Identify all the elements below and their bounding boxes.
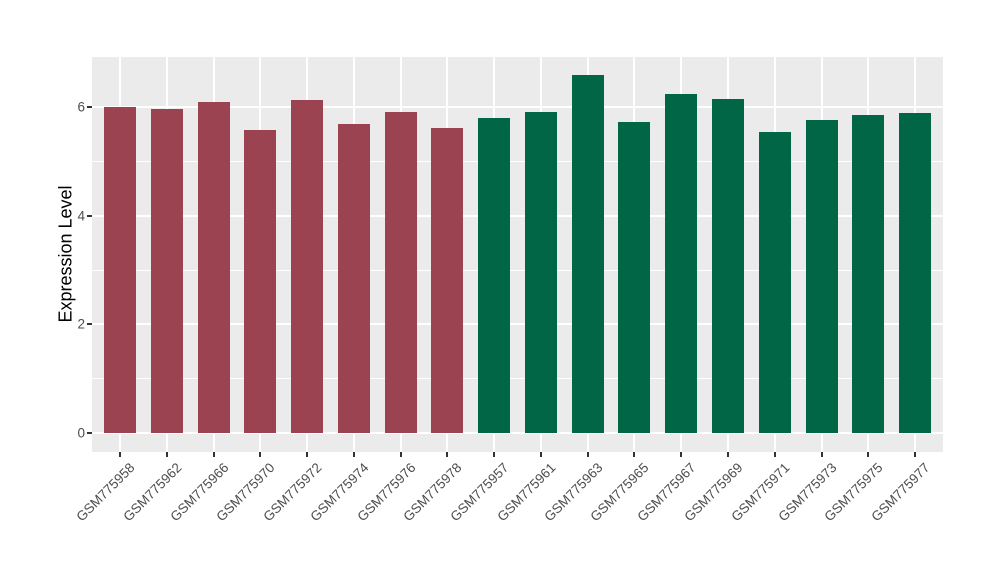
y-axis-tick bbox=[87, 214, 92, 217]
x-axis-tick bbox=[259, 452, 262, 457]
gridline-major-y4 bbox=[92, 214, 943, 217]
x-axis-tick bbox=[493, 452, 496, 457]
x-axis-tick bbox=[680, 452, 683, 457]
y-axis-tick-label: 6 bbox=[77, 99, 85, 115]
x-axis-tick bbox=[586, 452, 589, 457]
x-axis-tick bbox=[726, 452, 729, 457]
x-axis-tick bbox=[212, 452, 215, 457]
bar-GSM775965 bbox=[618, 121, 651, 433]
bar-GSM775972 bbox=[291, 100, 324, 433]
bar-GSM775973 bbox=[805, 119, 838, 433]
x-axis-tick bbox=[773, 452, 776, 457]
x-axis-tick bbox=[914, 452, 917, 457]
gridline-major-y2 bbox=[92, 323, 943, 326]
x-axis-tick bbox=[352, 452, 355, 457]
x-axis-tick bbox=[399, 452, 402, 457]
gridline-minor-y5 bbox=[92, 161, 943, 163]
bar-GSM775958 bbox=[104, 106, 137, 433]
y-axis-tick-label: 2 bbox=[77, 316, 85, 332]
bar-GSM775974 bbox=[337, 124, 370, 433]
x-axis-tick bbox=[633, 452, 636, 457]
bar-GSM775969 bbox=[711, 98, 744, 433]
y-axis-tick bbox=[87, 432, 92, 434]
x-axis-tick bbox=[820, 452, 823, 457]
bar-GSM775966 bbox=[197, 102, 230, 433]
y-axis-tick-label: 0 bbox=[77, 425, 85, 441]
gridline-major-y6 bbox=[92, 106, 943, 109]
y-axis-tick-label: 4 bbox=[77, 208, 85, 224]
bar-GSM775970 bbox=[244, 129, 277, 433]
gridline-minor-y1 bbox=[92, 378, 943, 380]
x-axis-tick bbox=[446, 452, 449, 457]
gridline-minor-y3 bbox=[92, 269, 943, 271]
x-axis-tick bbox=[119, 452, 122, 457]
bar-GSM775971 bbox=[758, 131, 791, 433]
y-axis-title: Expression Level bbox=[55, 185, 76, 323]
x-axis-tick bbox=[165, 452, 168, 457]
plot-panel bbox=[92, 57, 943, 452]
x-axis-tick bbox=[867, 452, 870, 457]
bar-GSM775976 bbox=[384, 111, 417, 433]
x-axis-tick bbox=[539, 452, 542, 457]
bar-GSM775967 bbox=[665, 93, 698, 433]
x-axis-tick bbox=[306, 452, 309, 457]
bar-GSM775963 bbox=[571, 75, 604, 433]
y-axis-tick bbox=[87, 323, 92, 326]
bar-GSM775977 bbox=[899, 112, 932, 433]
bar-GSM775962 bbox=[150, 109, 183, 433]
bar-GSM775961 bbox=[524, 111, 557, 433]
gridline-major-y0 bbox=[92, 432, 943, 434]
y-axis-tick bbox=[87, 106, 92, 109]
bar-GSM775975 bbox=[852, 115, 885, 433]
bar-GSM775957 bbox=[478, 117, 511, 433]
bar-GSM775978 bbox=[431, 127, 464, 433]
